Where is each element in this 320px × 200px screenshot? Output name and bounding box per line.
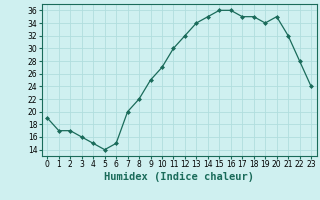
X-axis label: Humidex (Indice chaleur): Humidex (Indice chaleur) xyxy=(104,172,254,182)
